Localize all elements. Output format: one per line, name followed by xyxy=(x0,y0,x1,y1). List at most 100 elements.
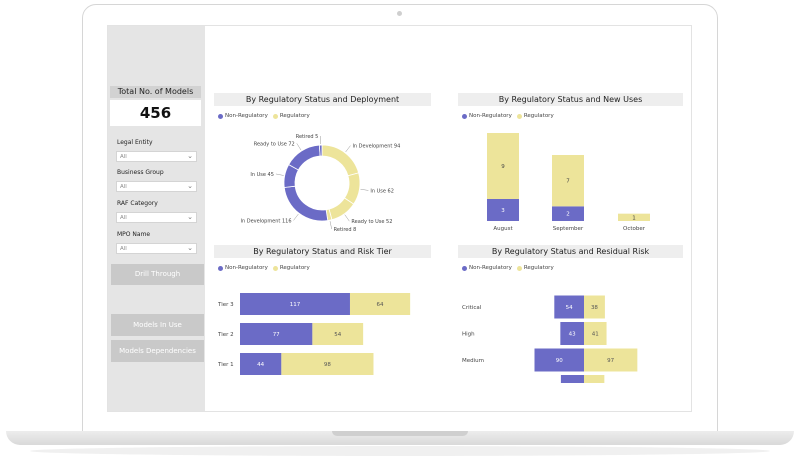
bar-data-label: 98 xyxy=(324,362,331,368)
bar-segment-non-regulatory xyxy=(240,293,350,315)
non-regulatory-swatch xyxy=(218,265,223,271)
bar-segment-regulatory xyxy=(312,323,364,345)
mpo-name-select[interactable]: All ⌄ xyxy=(116,243,197,254)
column-data-label: 9 xyxy=(501,164,505,170)
slice-data-label: In Development 94 xyxy=(352,144,400,150)
category-tick-label: August xyxy=(493,226,513,232)
legend-item-non-regulatory: Non-Regulatory xyxy=(462,113,512,119)
slice-leader-line xyxy=(345,145,351,153)
donut-slice xyxy=(283,185,329,222)
bar-segment-non-regulatory xyxy=(240,323,313,345)
risk-tier-chart-title: By Regulatory Status and Risk Tier xyxy=(214,245,431,258)
bar-segment-regulatory xyxy=(584,295,605,319)
legal-entity-value: All xyxy=(120,154,127,160)
business-group-value: All xyxy=(120,184,127,190)
column-segment xyxy=(487,199,519,221)
category-tick-label: September xyxy=(553,226,584,232)
legend-label: Regulatory xyxy=(279,265,310,271)
regulatory-swatch xyxy=(272,265,278,271)
legend-label: Regulatory xyxy=(279,113,310,119)
legend-label: Non-Regulatory xyxy=(469,113,512,119)
non-regulatory-swatch xyxy=(462,265,467,271)
deployment-donut-chart: In Development 94 In Use 62 Ready to Use 5… xyxy=(241,134,401,233)
donut-slice xyxy=(288,144,321,171)
slice-leader-line xyxy=(344,214,350,222)
bar-data-label: 38 xyxy=(591,305,598,311)
donut-slice xyxy=(318,144,323,157)
mpo-name-value: All xyxy=(120,246,127,252)
models-in-use-button[interactable]: Models In Use xyxy=(111,314,204,336)
bar-data-label: 54 xyxy=(334,332,341,338)
legend-label: Regulatory xyxy=(523,113,554,119)
slice-data-label: Ready to Use 52 xyxy=(351,219,392,225)
column-segment xyxy=(552,155,584,207)
chevron-down-icon: ⌄ xyxy=(187,244,193,252)
legend-item-non-regulatory: Non-Regulatory xyxy=(462,265,512,271)
bar-data-label: 77 xyxy=(273,332,280,338)
total-models-value: 456 xyxy=(110,100,201,126)
business-group-select[interactable]: All ⌄ xyxy=(116,181,197,192)
risk-tier-legend: Non-Regulatory Regulatory xyxy=(218,265,310,271)
legend-label: Non-Regulatory xyxy=(225,265,268,271)
residual-risk-chart-title: By Regulatory Status and Residual Risk xyxy=(458,245,683,258)
slice-leader-line xyxy=(275,173,284,176)
category-tick-label: Tier 3 xyxy=(217,302,234,308)
bar-data-label: 41 xyxy=(592,332,599,338)
category-tick-label: Critical xyxy=(462,305,482,311)
drill-through-button[interactable]: Drill Through xyxy=(111,264,204,285)
bar-segment-non-regulatory xyxy=(554,295,584,319)
bar-data-label: 90 xyxy=(556,358,563,364)
chevron-down-icon: ⌄ xyxy=(187,152,193,160)
category-tick-label: Tier 1 xyxy=(217,362,234,368)
legal-entity-select[interactable]: All ⌄ xyxy=(116,151,197,162)
slice-data-label: Retired 8 xyxy=(334,227,357,233)
legend-item-non-regulatory: Non-Regulatory xyxy=(218,265,268,271)
regulatory-swatch xyxy=(516,265,522,271)
dashboard-screen: Total No. of Models 456 Legal Entity All… xyxy=(107,25,692,412)
residual-risk-legend: Non-Regulatory Regulatory xyxy=(462,265,554,271)
slice-leader-line xyxy=(293,213,299,221)
regulatory-swatch xyxy=(272,113,278,119)
bar-data-label: 54 xyxy=(566,305,573,311)
column-segment xyxy=(552,206,584,221)
total-models-title: Total No. of Models xyxy=(110,86,201,98)
bar-segment-regulatory xyxy=(584,322,607,345)
slice-leader-line xyxy=(329,221,332,230)
slice-leader-line xyxy=(296,143,302,151)
bar-segment-regulatory xyxy=(584,348,638,372)
column-data-label: 7 xyxy=(566,179,570,185)
slice-data-label: In Development 116 xyxy=(241,218,292,224)
raf-category-select[interactable]: All ⌄ xyxy=(116,212,197,223)
category-tick-label: High xyxy=(462,332,475,338)
models-dependencies-button[interactable]: Models Dependencies xyxy=(111,340,204,362)
slice-data-label: In Use 62 xyxy=(370,188,394,194)
slice-data-label: Ready to Use 72 xyxy=(254,141,295,147)
new-uses-panel: By Regulatory Status and New Uses Non-Re… xyxy=(458,93,683,241)
new-uses-bar-chart: 3 9 August 2 7 September 1 October xyxy=(487,133,650,232)
filter-sidebar: Total No. of Models 456 Legal Entity All… xyxy=(108,26,205,411)
slice-leader-line xyxy=(360,188,369,191)
bar-segment-non-regulatory xyxy=(560,322,584,345)
laptop-notch xyxy=(332,431,468,436)
bar-data-label: 97 xyxy=(607,358,614,364)
legal-entity-label: Legal Entity xyxy=(117,139,153,146)
column-segment xyxy=(618,213,650,221)
bar-segment-non-regulatory xyxy=(560,375,584,383)
business-group-label: Business Group xyxy=(117,169,164,176)
donut-slice xyxy=(328,197,355,221)
risk-tier-panel: By Regulatory Status and Risk Tier Non-R… xyxy=(214,245,431,383)
donut-slice xyxy=(321,144,360,177)
bar-segment-regulatory xyxy=(349,293,411,315)
laptop-base xyxy=(6,431,794,445)
bar-data-label: 44 xyxy=(257,362,264,368)
non-regulatory-swatch xyxy=(218,113,223,119)
legend-item-regulatory: Regulatory xyxy=(516,113,554,119)
residual-risk-bar-chart: Critical5438High4341Medium9097Low4237 xyxy=(462,295,638,383)
legend-item-regulatory: Regulatory xyxy=(272,265,310,271)
column-data-label: 1 xyxy=(632,215,636,221)
legend-label: Regulatory xyxy=(523,265,554,271)
bar-segment-non-regulatory xyxy=(534,348,584,372)
residual-risk-panel: By Regulatory Status and Residual Risk N… xyxy=(458,245,683,383)
bar-segment-non-regulatory xyxy=(240,353,282,375)
slice-data-label: In Use 45 xyxy=(250,172,274,178)
